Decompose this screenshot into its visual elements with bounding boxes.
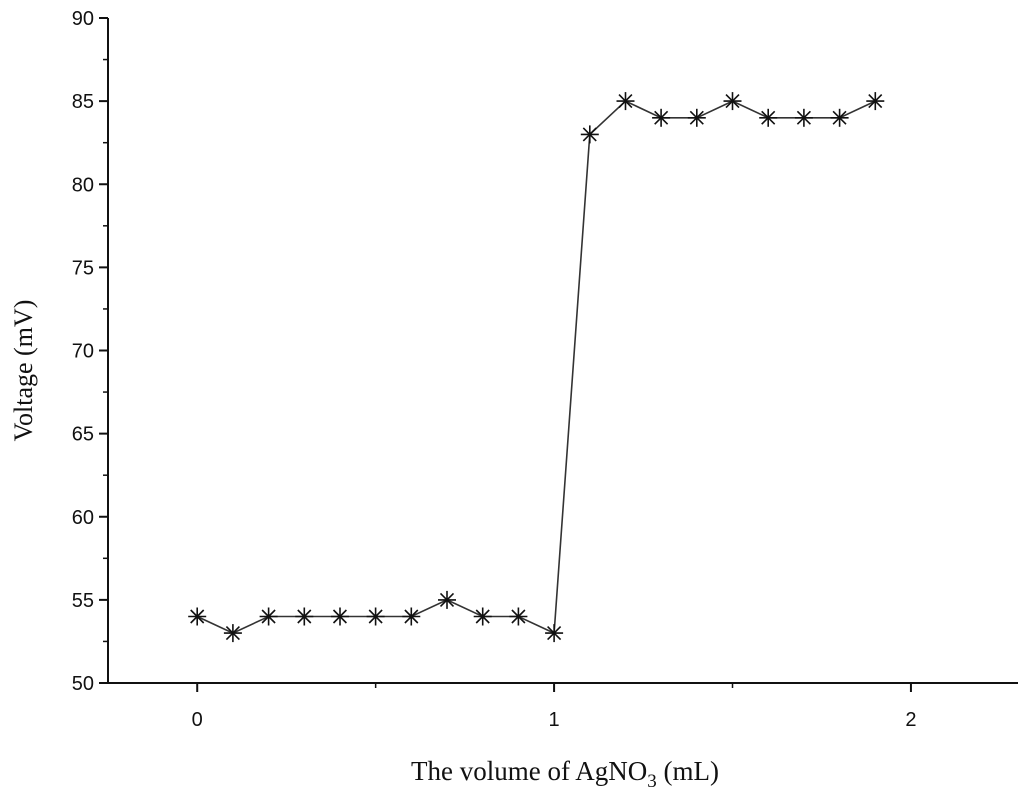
data-point [794,108,813,127]
y-tick-label: 75 [72,257,94,279]
data-point [759,108,778,127]
x-tick-label: 0 [192,709,203,731]
series-voltage [188,92,885,643]
data-point [438,590,456,609]
data-point [545,624,564,643]
y-tick-label: 65 [72,424,94,446]
y-tick-label: 60 [72,507,94,529]
data-point [509,607,528,626]
data-point [259,607,278,626]
y-tick-label: 85 [72,91,94,113]
data-point [866,92,885,111]
x-tick-label: 2 [905,709,916,731]
x-tick-label: 1 [549,709,560,731]
data-point [402,607,421,626]
series-line [196,100,876,635]
data-point [223,624,242,643]
x-axis-ticks: 0 1 2 [192,683,917,731]
y-tick-label: 55 [72,590,94,612]
x-axis-title-unit: (mL) [657,756,719,786]
data-point [188,607,207,626]
data-point [331,607,349,626]
x-axis-title-main: The volume of AgNO [411,756,647,786]
data-point [580,125,599,144]
y-axis-title: Voltage (mV) [9,300,38,442]
data-point [687,108,706,127]
y-tick-label: 90 [72,8,94,30]
x-axis-title: The volume of AgNO3 (mL) [411,756,719,792]
x-axis-title-subscript: 3 [647,771,657,792]
data-point [830,108,849,127]
data-point [295,607,314,626]
y-axis-ticks: 50 55 60 65 70 75 80 85 90 [72,8,108,695]
data-point [366,607,385,626]
data-point [723,92,742,111]
data-point [616,92,635,111]
data-point [473,607,492,626]
y-tick-label: 70 [72,341,94,363]
series-markers [188,92,885,643]
data-point [652,108,671,127]
y-tick-label: 50 [72,673,94,695]
y-tick-label: 80 [72,174,94,196]
